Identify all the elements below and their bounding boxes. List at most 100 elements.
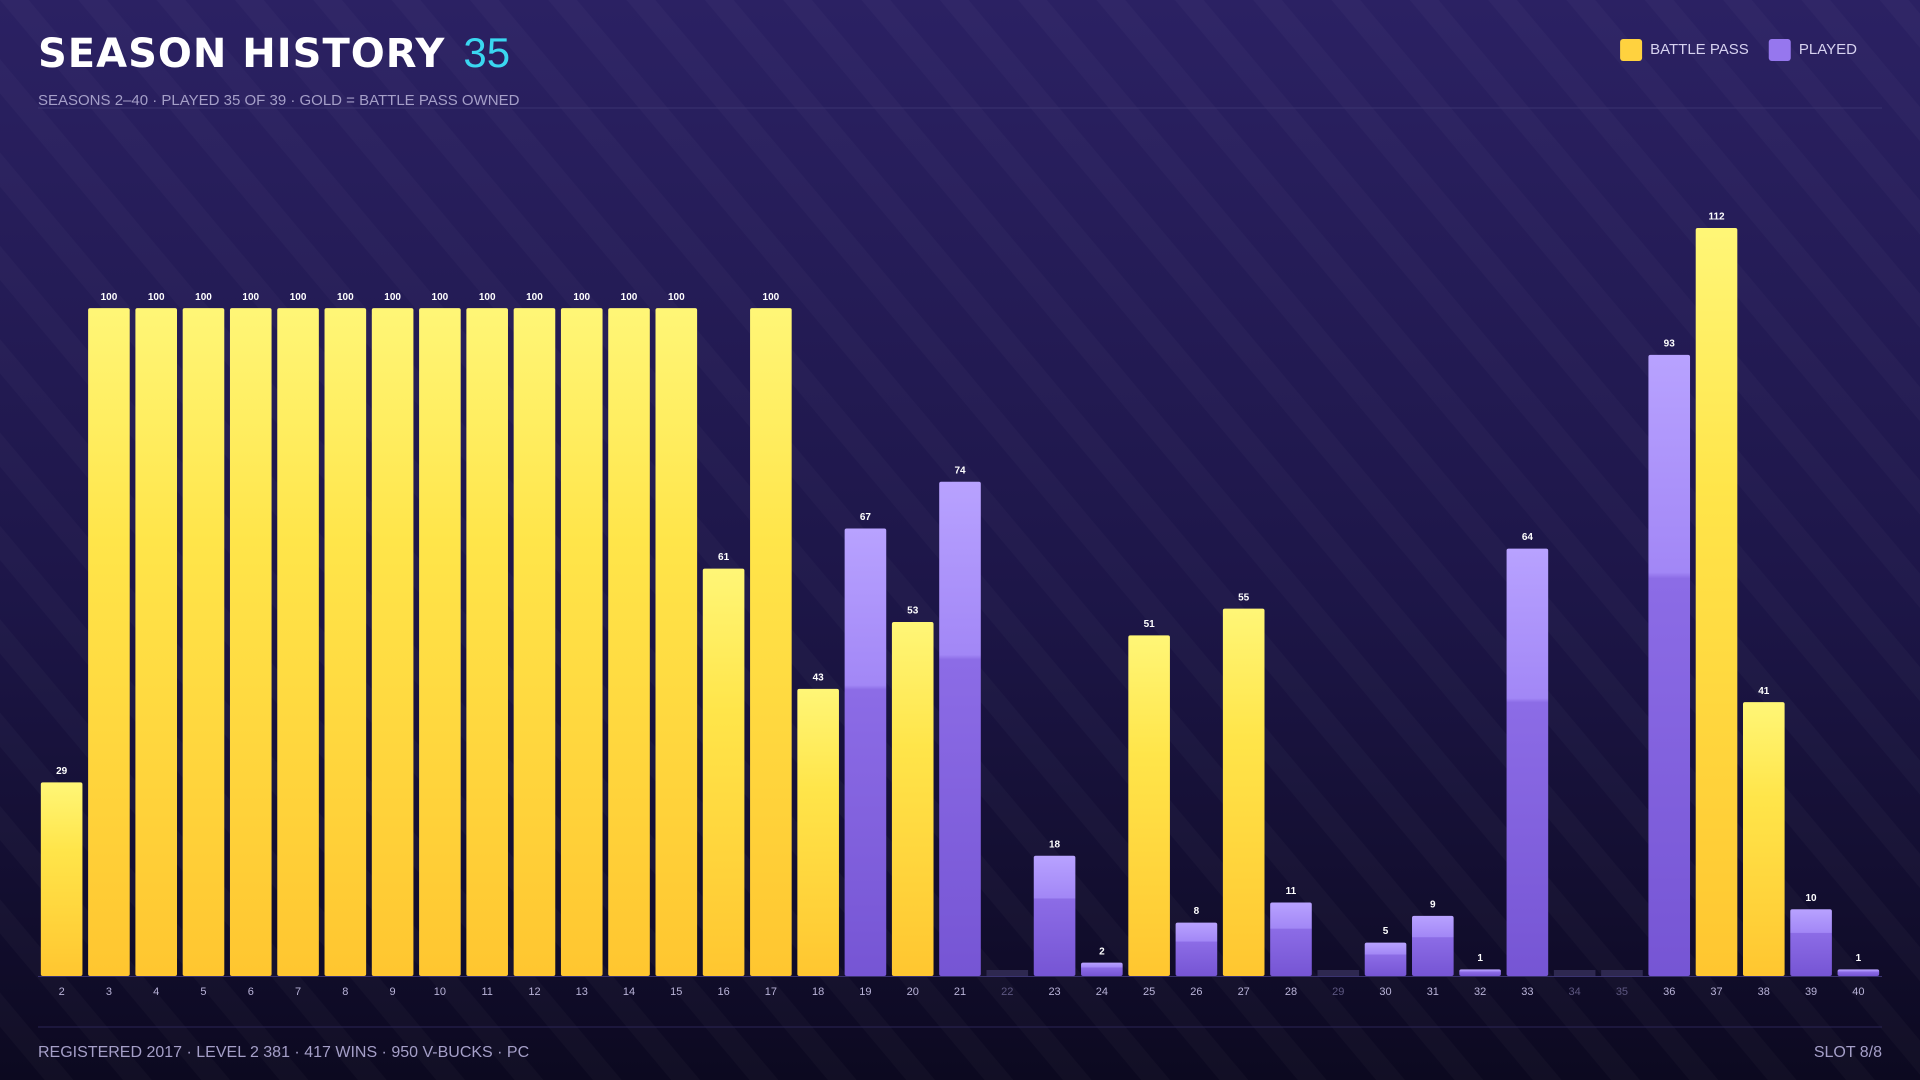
bar [891, 622, 934, 976]
season-count: 35 [463, 29, 510, 76]
x-tick-label: 31 [1427, 986, 1439, 998]
bar [324, 308, 367, 977]
x-tick-label: 38 [1758, 986, 1770, 998]
value-label: 100 [195, 292, 212, 303]
bar [229, 308, 272, 977]
bar [560, 308, 603, 977]
bar [1081, 962, 1123, 976]
subtitle: SEASONS 2–40 · PLAYED 35 OF 39 · GOLD = … [38, 92, 520, 109]
value-label: 5 [1383, 926, 1389, 937]
x-tick-label: 21 [954, 986, 966, 998]
value-label: 100 [526, 292, 543, 303]
x-tick-label: 5 [200, 986, 206, 998]
bar [40, 782, 83, 976]
value-label: 2 [1099, 946, 1105, 957]
x-tick-label: 32 [1474, 986, 1486, 998]
x-tick-label: 7 [295, 986, 301, 998]
x-tick-label: 9 [390, 986, 396, 998]
value-label: 10 [1806, 893, 1818, 904]
bar [655, 308, 698, 977]
x-tick-label: 26 [1190, 986, 1202, 998]
x-tick-label: 4 [153, 986, 159, 998]
bar [513, 308, 556, 977]
x-tick-label: 36 [1663, 986, 1675, 998]
slot-indicator: SLOT 8/8 [1814, 1044, 1882, 1061]
bar [608, 308, 650, 977]
x-tick-label: 35 [1616, 986, 1628, 998]
value-label: 55 [1238, 592, 1250, 603]
value-label: 100 [242, 292, 259, 303]
bar [844, 528, 887, 976]
x-tick-label: 3 [106, 986, 112, 998]
unplayed-stub [1553, 970, 1596, 976]
x-tick-label: 8 [342, 986, 348, 998]
bar [750, 308, 792, 977]
x-tick-label: 27 [1238, 986, 1250, 998]
x-tick-label: 15 [670, 986, 682, 998]
value-label: 1 [1477, 953, 1483, 964]
value-label: 67 [860, 512, 872, 523]
x-tick-label: 18 [812, 986, 824, 998]
bar [1412, 915, 1454, 976]
x-tick-label: 29 [1332, 986, 1344, 998]
bars: 29 2 100 3 100 4 100 5 100 6 100 7 100 8 100 9 100 10 100 1… [38, 212, 1882, 998]
bar [1695, 228, 1738, 976]
bar [1648, 354, 1691, 977]
value-label: 100 [384, 292, 401, 303]
value-label: 93 [1664, 339, 1676, 350]
unplayed-stub [1601, 970, 1643, 976]
bar [1837, 969, 1880, 976]
x-tick-label: 28 [1285, 986, 1297, 998]
bar [1506, 548, 1549, 976]
legend-swatch [1620, 39, 1643, 61]
value-label: 64 [1522, 532, 1534, 543]
value-label: 41 [1758, 686, 1770, 697]
x-tick-label: 12 [528, 986, 540, 998]
x-tick-label: 25 [1143, 986, 1155, 998]
value-label: 53 [907, 606, 919, 617]
bar [135, 308, 178, 977]
bar [88, 308, 130, 977]
value-label: 100 [148, 292, 165, 303]
bar [1128, 635, 1170, 976]
value-label: 112 [1708, 212, 1725, 223]
value-label: 74 [954, 465, 966, 476]
bar [1222, 608, 1265, 976]
value-label: 29 [56, 766, 68, 777]
x-tick-label: 24 [1096, 986, 1108, 998]
bar [1175, 922, 1218, 976]
value-label: 8 [1194, 906, 1200, 917]
footer-info: REGISTERED 2017 · LEVEL 2 381 · 417 WINS… [38, 1044, 529, 1061]
bar [182, 308, 225, 977]
bar [1459, 969, 1501, 976]
bar [1270, 902, 1312, 976]
value-label: 100 [668, 292, 685, 303]
value-label: 100 [573, 292, 590, 303]
bar [277, 308, 319, 977]
x-tick-label: 20 [907, 986, 919, 998]
value-label: 18 [1049, 839, 1061, 850]
x-tick-label: 23 [1048, 986, 1060, 998]
bar [371, 308, 414, 977]
x-tick-label: 17 [765, 986, 777, 998]
bar [939, 481, 981, 976]
x-tick-label: 14 [623, 986, 635, 998]
unplayed-stub [986, 970, 1029, 976]
x-tick-label: 6 [248, 986, 254, 998]
x-tick-label: 39 [1805, 986, 1817, 998]
x-tick-label: 19 [859, 986, 871, 998]
value-label: 100 [763, 292, 780, 303]
value-label: 100 [479, 292, 496, 303]
value-label: 100 [337, 292, 354, 303]
x-tick-label: 10 [434, 986, 446, 998]
bar [1364, 942, 1407, 976]
bar [702, 568, 745, 976]
bar [466, 308, 508, 977]
x-tick-label: 34 [1569, 986, 1581, 998]
legend: PLAYED BATTLE PASS [1620, 39, 1857, 61]
legend-label: PLAYED [1799, 41, 1857, 58]
value-label: 100 [101, 292, 118, 303]
value-label: 100 [290, 292, 307, 303]
x-tick-label: 16 [717, 986, 729, 998]
